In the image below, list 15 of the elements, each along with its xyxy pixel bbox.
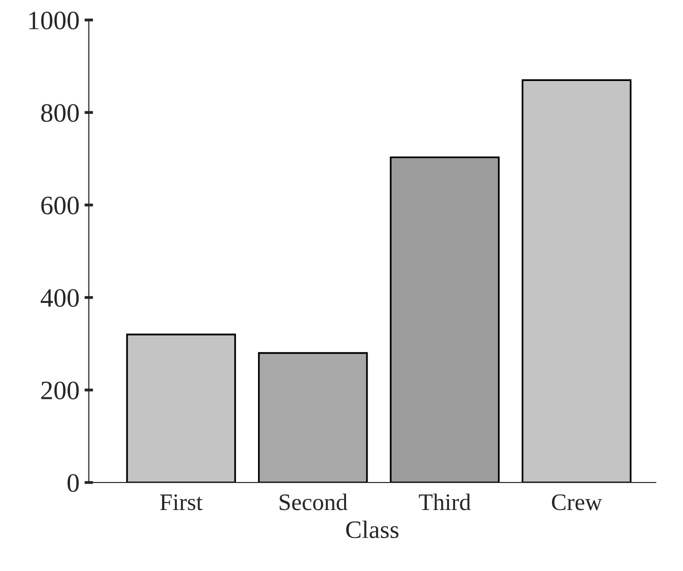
- bar: [390, 156, 500, 482]
- y-tick-label: 800: [41, 104, 79, 122]
- bar: [126, 334, 236, 482]
- bar: [258, 352, 368, 482]
- bar: [522, 79, 632, 482]
- x-tick-label: Second: [280, 494, 348, 510]
- x-tick-label: First: [160, 494, 203, 510]
- y-tick-label: 400: [40, 289, 79, 307]
- y-tick-label: 1000: [29, 12, 79, 30]
- y-tick-label: 600: [41, 196, 79, 214]
- y-tick-label: 200: [41, 382, 79, 400]
- x-tick-label: Third: [418, 494, 471, 510]
- y-tick-label: 0: [68, 474, 79, 492]
- x-tick-label: Crew: [552, 494, 602, 510]
- x-axis-title: Class: [346, 520, 398, 538]
